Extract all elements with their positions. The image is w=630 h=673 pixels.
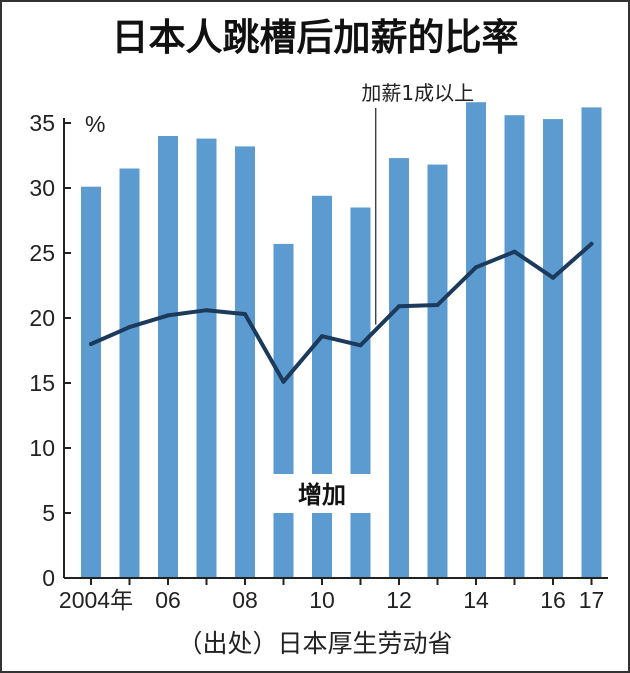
x-tick-label-2008: 08 bbox=[232, 587, 258, 613]
chart-title: 日本人跳槽后加薪的比率 bbox=[112, 16, 519, 59]
x-tick-label-2014: 14 bbox=[463, 587, 489, 613]
plot-area: 增加 0 5 10 15 20 25 30 35 2004年 06 08 10 12 14 16 17 加薪1成以… bbox=[29, 81, 608, 613]
y-tick-label-5: 5 bbox=[42, 500, 55, 526]
source-note: （出处）日本厚生劳动省 bbox=[177, 629, 452, 658]
line-point-2007 bbox=[204, 308, 209, 313]
line-point-2004 bbox=[89, 342, 93, 346]
bar-2010 bbox=[312, 195, 332, 579]
x-tick-label-2017: 17 bbox=[579, 587, 605, 613]
bar-2012 bbox=[389, 158, 409, 578]
y-tick-label-30: 30 bbox=[29, 175, 55, 201]
line-point-2016 bbox=[551, 275, 555, 280]
bar-2016 bbox=[543, 119, 563, 578]
bar-2009 bbox=[273, 243, 294, 578]
line-point-2006 bbox=[166, 313, 170, 318]
line-point-2009 bbox=[281, 379, 286, 384]
line-point-2015 bbox=[512, 249, 517, 254]
line-series-label: 加薪1成以上 bbox=[361, 81, 474, 105]
bar-2015 bbox=[504, 115, 525, 578]
y-tick-label-0: 0 bbox=[42, 565, 55, 591]
y-tick-label-35: 35 bbox=[29, 110, 55, 136]
bar-2006 bbox=[158, 136, 178, 578]
x-tick-label-2012: 12 bbox=[386, 587, 412, 613]
bar-2011 bbox=[350, 207, 371, 578]
bar-2013 bbox=[427, 164, 448, 578]
bar-series-label: 增加 bbox=[298, 481, 346, 509]
bar-2014 bbox=[466, 102, 486, 578]
line-series-加薪1成以上 bbox=[89, 241, 594, 384]
line-point-2011 bbox=[358, 343, 363, 348]
line-point-2017 bbox=[589, 241, 594, 246]
bar-2005 bbox=[119, 168, 140, 578]
bar-2008 bbox=[235, 146, 255, 578]
y-tick-label-15: 15 bbox=[29, 370, 55, 396]
bar-2004 bbox=[81, 186, 101, 578]
y-tick-label-25: 25 bbox=[29, 240, 55, 266]
x-tick-label-2004: 2004年 bbox=[59, 587, 133, 613]
y-tick-label-10: 10 bbox=[29, 435, 55, 461]
y-tick-label-20: 20 bbox=[29, 305, 55, 331]
line-point-2008 bbox=[243, 312, 247, 317]
x-tick-label-2006: 06 bbox=[155, 587, 181, 613]
bar-2017 bbox=[581, 107, 602, 579]
legend-label-backdrop bbox=[271, 474, 373, 513]
bar-2007 bbox=[196, 138, 217, 578]
y-axis-unit-label: % bbox=[85, 111, 105, 137]
x-tick-label-2010: 10 bbox=[309, 587, 335, 613]
line-point-2005 bbox=[127, 325, 132, 330]
line-point-2014 bbox=[474, 265, 478, 270]
line-point-2012 bbox=[397, 304, 401, 309]
x-tick-label-2016: 16 bbox=[540, 587, 566, 613]
line-point-2013 bbox=[435, 303, 440, 307]
line-point-2010 bbox=[320, 334, 324, 339]
